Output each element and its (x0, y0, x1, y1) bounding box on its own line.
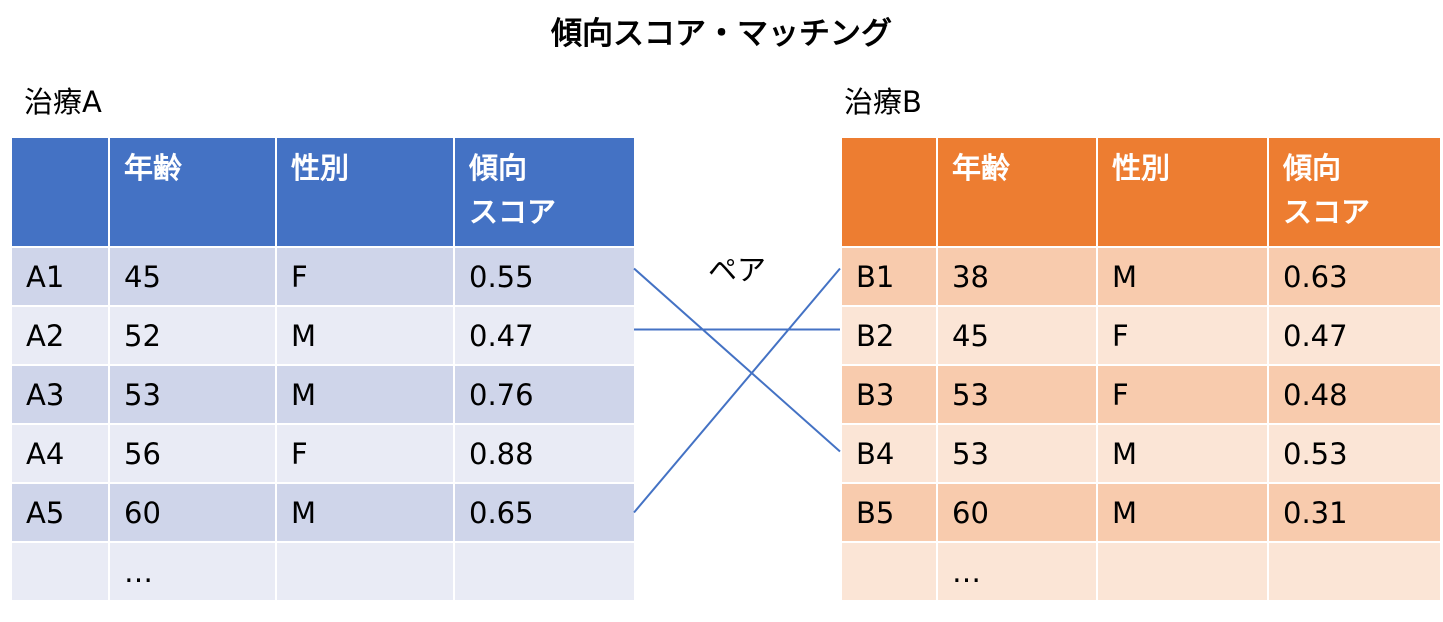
table-row: A5 60 M 0.65 (10, 482, 636, 543)
table-cell: M (1096, 482, 1269, 543)
table-cell: 45 (108, 246, 277, 307)
table-cell: 0.47 (1267, 305, 1442, 366)
table-cell: B5 (840, 482, 938, 543)
table-cell: 0.48 (1267, 364, 1442, 425)
table-cell: F (1096, 364, 1269, 425)
table-cell: 0.53 (1267, 423, 1442, 484)
column-header (10, 136, 110, 248)
column-header: 性別 (275, 136, 455, 248)
table-row: … (840, 541, 1442, 602)
table-cell: F (1096, 305, 1269, 366)
pair-link-a5-b1 (633, 267, 841, 514)
table-cell: 52 (108, 305, 277, 366)
table-row: B4 53 M 0.53 (840, 423, 1442, 484)
treatment-a-table: 年齢 性別 傾向 スコア A1 45 F 0.55 A2 52 M 0.47 A3 53 M 0.76 A4 5… (10, 136, 636, 602)
table-cell: B1 (840, 246, 938, 307)
treatment-b-table: 年齢 性別 傾向 スコア B1 38 M 0.63 B2 45 F 0.47 B3 53 F 0.48 B4 5… (840, 136, 1442, 602)
column-header (840, 136, 938, 248)
diagram-title: 傾向スコア・マッチング (551, 16, 892, 52)
table-cell: 0.88 (453, 423, 636, 484)
table-cell: B3 (840, 364, 938, 425)
table-cell: 60 (936, 482, 1098, 543)
table-row: B3 53 F 0.48 (840, 364, 1442, 425)
table-cell: 0.31 (1267, 482, 1442, 543)
table-cell (275, 541, 455, 602)
table-cell: … (108, 541, 277, 602)
column-header: 傾向 スコア (453, 136, 636, 248)
table-cell: A2 (10, 305, 110, 366)
table-cell: A5 (10, 482, 110, 543)
table-row: B1 38 M 0.63 (840, 246, 1442, 307)
column-header: 年齢 (108, 136, 277, 248)
table-cell: 60 (108, 482, 277, 543)
column-header: 傾向 スコア (1267, 136, 1442, 248)
table-cell: 0.63 (1267, 246, 1442, 307)
table-cell: A4 (10, 423, 110, 484)
table-cell: A1 (10, 246, 110, 307)
table-row: B2 45 F 0.47 (840, 305, 1442, 366)
table-cell: M (275, 305, 455, 366)
table-cell: … (936, 541, 1098, 602)
table-cell: 53 (936, 423, 1098, 484)
table-cell: 0.76 (453, 364, 636, 425)
table-header-row: 年齢 性別 傾向 スコア (10, 136, 636, 248)
table-cell (1267, 541, 1442, 602)
table-cell: B2 (840, 305, 938, 366)
table-cell: F (275, 423, 455, 484)
table-cell: 56 (108, 423, 277, 484)
table-row: A3 53 M 0.76 (10, 364, 636, 425)
table-cell: B4 (840, 423, 938, 484)
table-cell: M (1096, 246, 1269, 307)
table-cell (10, 541, 110, 602)
table-cell: 0.47 (453, 305, 636, 366)
table-row: B5 60 M 0.31 (840, 482, 1442, 543)
table-cell: 38 (936, 246, 1098, 307)
table-cell: 53 (936, 364, 1098, 425)
table-row: … (10, 541, 636, 602)
column-header: 年齢 (936, 136, 1098, 248)
table-row: A1 45 F 0.55 (10, 246, 636, 307)
table-cell: A3 (10, 364, 110, 425)
treatment-b-label: 治療B (844, 85, 922, 119)
table-cell (453, 541, 636, 602)
table-header-row: 年齢 性別 傾向 スコア (840, 136, 1442, 248)
pair-link-a1-b4 (633, 267, 841, 453)
table-cell: M (1096, 423, 1269, 484)
table-row: A2 52 M 0.47 (10, 305, 636, 366)
table-cell: M (275, 364, 455, 425)
table-cell (840, 541, 938, 602)
pair-label: ペア (708, 253, 767, 287)
table-cell: 0.55 (453, 246, 636, 307)
treatment-a-label: 治療A (24, 85, 102, 119)
table-cell: 45 (936, 305, 1098, 366)
table-cell: 53 (108, 364, 277, 425)
table-cell: 0.65 (453, 482, 636, 543)
table-cell: F (275, 246, 455, 307)
table-row: A4 56 F 0.88 (10, 423, 636, 484)
table-cell (1096, 541, 1269, 602)
column-header: 性別 (1096, 136, 1269, 248)
table-cell: M (275, 482, 455, 543)
